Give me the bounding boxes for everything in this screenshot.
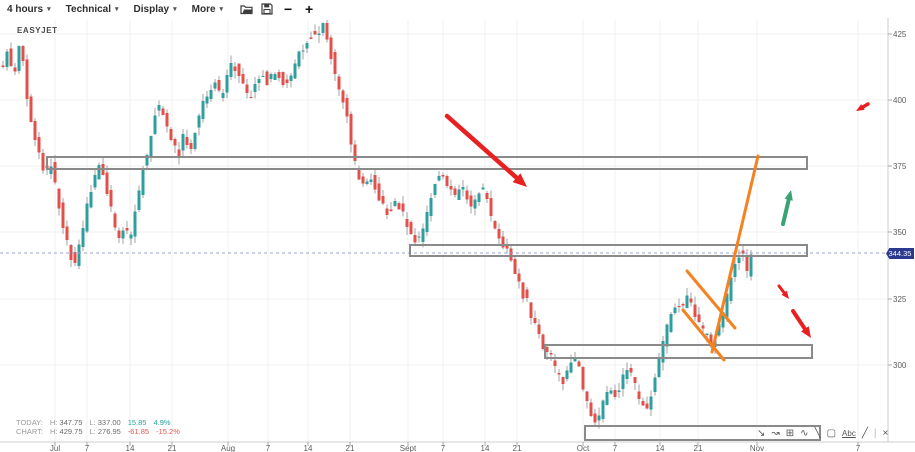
wave-tool-icon[interactable]: ∿: [800, 428, 809, 439]
zone-rect-bottom[interactable]: [584, 425, 821, 441]
gridlines: [0, 20, 888, 442]
x-tick-label: Aug: [220, 444, 236, 452]
y-tick-label: 425: [893, 30, 907, 39]
x-tick-label: 14: [655, 444, 665, 452]
x-tick-label: 14: [125, 444, 135, 452]
x-tick-label: 21: [693, 444, 703, 452]
y-tick-label: 400: [893, 96, 907, 105]
close-toolbar-icon[interactable]: ×: [882, 428, 889, 439]
x-tick-label: Sept: [399, 444, 417, 452]
today-high-value: 347.75: [59, 418, 83, 427]
chevron-down-icon: ▾: [173, 5, 177, 13]
menu-more[interactable]: More ▾: [192, 4, 223, 15]
channel-line-upper[interactable]: [685, 269, 737, 330]
x-tick-label: 7: [265, 444, 271, 452]
save-icon[interactable]: [259, 2, 275, 16]
menu-technical[interactable]: Technical ▾: [66, 4, 119, 15]
x-tick-label: 7: [612, 444, 618, 452]
menu-technical-label: Technical: [65, 3, 112, 15]
y-tick-label: 325: [893, 295, 907, 304]
x-tick-label: 21: [512, 444, 522, 452]
chevron-down-icon: ▾: [47, 5, 51, 13]
small-bearish-arrow-top[interactable]: [856, 102, 870, 111]
menu-timeframe[interactable]: 4 hours ▾: [7, 4, 51, 15]
legend-row-today: TODAY: H: 347.75 L: 337.00 15.85 4.9%: [16, 418, 180, 427]
trend-arrow-icon[interactable]: ↘: [757, 428, 766, 439]
zoom-in-icon[interactable]: +: [304, 1, 314, 17]
today-low-value: 337.00: [97, 418, 121, 427]
open-folder-icon[interactable]: [238, 2, 254, 16]
y-tick-label: 300: [893, 361, 907, 370]
chart-label: CHART:: [16, 427, 43, 436]
channel-line-lower[interactable]: [681, 308, 726, 362]
menu-more-label: More: [191, 3, 216, 15]
time-axis: Jul 7 14 21 Aug 7 14 21 Sept 7 14 21 Oct 7 14 21 Nov 7: [0, 444, 915, 452]
chart-high-label: H:: [49, 427, 58, 436]
today-low-label: L:: [89, 418, 96, 427]
bullish-arrow[interactable]: [781, 190, 793, 226]
curve-tool-icon[interactable]: ↝: [771, 428, 780, 439]
menu-display-label: Display: [133, 3, 170, 15]
x-tick-label: 21: [167, 444, 177, 452]
today-change-pct: 4.9%: [153, 418, 171, 427]
x-tick-label: 14: [480, 444, 490, 452]
axes: [0, 18, 915, 446]
big-bearish-arrow[interactable]: [444, 113, 527, 187]
chart-change-pct: -15.2%: [156, 427, 180, 436]
rectangle-tool-icon[interactable]: ▢: [826, 428, 837, 439]
menu-display[interactable]: Display ▾: [134, 4, 177, 15]
line-tool-icon[interactable]: ╲: [814, 428, 821, 439]
menu-timeframe-label: 4 hours: [7, 3, 44, 15]
small-bearish-arrow-mid[interactable]: [777, 284, 789, 299]
drawing-toolbar: ↘ ↝ ⊞ ∿ ╲ ▢ Abc ╱ | ×: [757, 426, 888, 442]
symbol-label: EASYJET: [17, 26, 58, 35]
x-tick-label: 7: [440, 444, 446, 452]
x-tick-label: Nov: [749, 444, 765, 452]
x-tick-label: 21: [345, 444, 355, 452]
last-price-badge: 344.35: [886, 248, 914, 259]
x-tick-label: 7: [84, 444, 90, 452]
zone-rect-top[interactable]: [46, 156, 808, 170]
bearish-arrow-lower[interactable]: [791, 309, 811, 338]
top-toolbar: 4 hours ▾ Technical ▾ Display ▾ More ▾: [0, 0, 915, 18]
today-high-label: H:: [49, 418, 58, 427]
x-tick-label: 14: [303, 444, 313, 452]
today-change-value: 15.85: [127, 418, 147, 427]
zoom-out-icon[interactable]: −: [283, 1, 293, 17]
x-tick-label: 7: [855, 444, 861, 452]
chart-low-value: 276.95: [97, 427, 121, 436]
today-label: TODAY:: [16, 418, 43, 427]
grid-tool-icon[interactable]: ⊞: [785, 428, 795, 439]
chevron-down-icon: ▾: [115, 5, 119, 13]
slash-tool-icon[interactable]: ╱: [861, 428, 868, 439]
legend-row-chart: CHART: H: 429.75 L: 276.95 -61.85 -15.2%: [16, 427, 180, 436]
y-tick-label: 350: [893, 228, 907, 237]
toolbar-divider: |: [873, 428, 877, 439]
chart-low-label: L:: [89, 427, 96, 436]
zone-rect-middle[interactable]: [409, 244, 808, 257]
text-tool-icon[interactable]: Abc: [842, 429, 856, 438]
candlestick-series: [1, 20, 753, 429]
y-tick-label: 375: [893, 162, 907, 171]
zone-rect-lower[interactable]: [544, 344, 813, 359]
chart-legend: TODAY: H: 347.75 L: 337.00 15.85 4.9% CH…: [16, 418, 180, 436]
x-tick-label: Jul: [49, 444, 61, 452]
price-axis: 425 400 375 350 325 300: [893, 0, 915, 452]
x-tick-label: Oct: [576, 444, 590, 452]
chart-high-value: 429.75: [59, 427, 83, 436]
chart-change-value: -61.85: [127, 427, 150, 436]
breakout-trend-line[interactable]: [710, 154, 760, 354]
chevron-down-icon: ▾: [219, 5, 224, 13]
